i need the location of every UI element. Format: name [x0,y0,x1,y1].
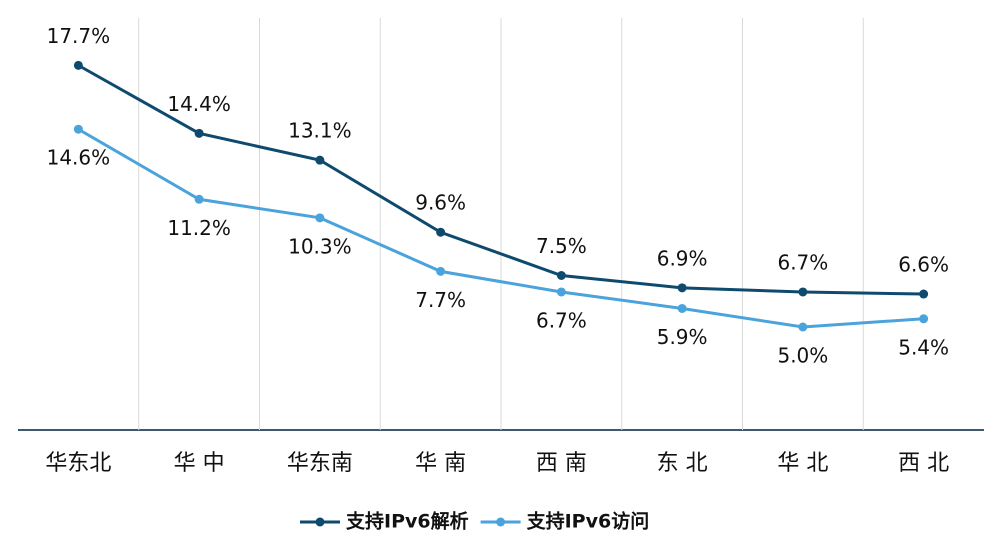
data-point [315,213,325,223]
data-point [436,266,446,276]
data-label: 9.6% [415,191,466,215]
data-point [556,287,566,297]
x-tick-label: 西 南 [536,451,587,476]
legend-marker [496,517,506,527]
data-point [798,287,808,297]
x-tick-label: 华东南 [287,451,353,476]
data-label: 7.5% [536,234,587,258]
data-label: 14.6% [47,146,111,170]
data-point [919,314,929,324]
data-label: 13.1% [288,119,352,143]
x-tick-label: 华 北 [777,451,828,476]
data-label: 6.7% [777,250,828,274]
data-label: 6.7% [536,308,587,332]
data-point [315,155,325,165]
data-point [73,124,83,134]
data-point [919,289,929,299]
data-label: 5.9% [657,325,708,349]
series-line [77,127,924,329]
x-tick-label: 西 北 [898,451,949,476]
data-label: 14.4% [167,92,231,116]
data-label: 5.4% [898,335,949,359]
data-point [436,227,446,237]
series-line [77,64,924,296]
data-label: 17.7% [47,24,111,48]
data-point [73,60,83,70]
data-label: 6.9% [657,246,708,270]
x-tick-label: 华 中 [174,451,225,476]
x-tick-label: 华 南 [415,451,466,476]
legend-label: 支持IPv6解析 [345,510,469,533]
data-label: 6.6% [898,253,949,277]
data-point [677,303,687,313]
data-point [798,322,808,332]
data-label: 5.0% [777,344,828,368]
data-label: 10.3% [288,234,352,258]
legend-marker [315,517,325,527]
data-label: 7.7% [415,288,466,312]
x-tick-label: 东 北 [657,451,708,476]
legend-label: 支持IPv6访问 [526,510,650,533]
data-point [194,128,204,138]
data-point [194,194,204,204]
x-tick-label: 华东北 [45,451,111,476]
data-label: 11.2% [167,216,231,240]
data-point [677,283,687,293]
data-point [556,271,566,280]
